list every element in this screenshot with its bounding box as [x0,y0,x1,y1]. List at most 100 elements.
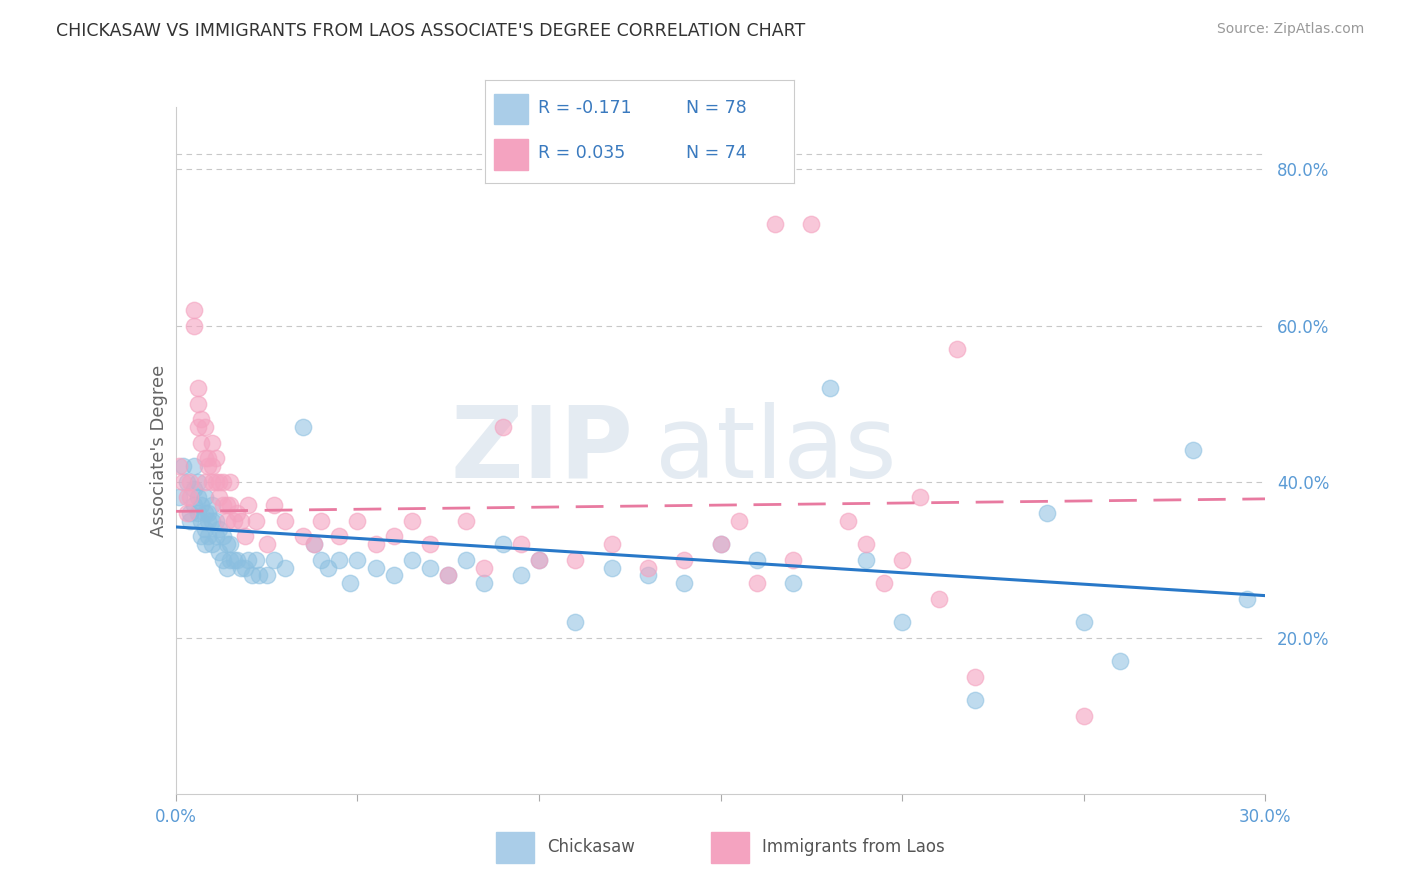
Text: Immigrants from Laos: Immigrants from Laos [762,838,945,856]
Point [176,506,198,520]
Point [240,568,263,582]
Point [194,537,217,551]
Point [855,552,877,567]
Text: Chickasaw: Chickasaw [547,838,636,856]
Point [186,475,209,489]
Point [564,552,586,567]
Point [212,475,235,489]
Point [208,490,231,504]
Point [233,529,256,543]
Point [226,506,249,520]
Point [673,552,696,567]
Point [782,552,804,567]
Point [763,217,786,231]
Point [212,529,235,543]
Point [782,576,804,591]
Point [219,552,242,567]
Point [263,552,285,567]
Text: Source: ZipAtlas.com: Source: ZipAtlas.com [1216,22,1364,37]
Point [745,576,768,591]
Point [727,514,749,528]
Point [212,498,235,512]
Point [382,568,405,582]
Point [1109,654,1132,668]
Point [190,498,212,512]
Point [215,560,238,574]
Point [194,490,217,504]
Point [190,529,212,543]
Point [201,498,224,512]
Point [1181,443,1204,458]
FancyBboxPatch shape [495,94,529,124]
Point [186,490,209,504]
Point [204,475,226,489]
Point [226,552,249,567]
Point [186,420,209,434]
Point [201,537,224,551]
Point [194,451,217,466]
Point [201,458,224,473]
Point [837,514,859,528]
Point [204,451,226,466]
Point [509,537,531,551]
Point [197,506,219,520]
Point [873,576,896,591]
Text: R = -0.171: R = -0.171 [537,99,631,117]
Point [891,552,914,567]
Point [222,514,245,528]
Point [222,552,245,567]
Text: N = 78: N = 78 [686,99,747,117]
Point [201,475,224,489]
FancyBboxPatch shape [495,139,529,169]
Point [183,302,205,317]
Point [256,568,278,582]
Point [231,514,253,528]
Point [176,490,198,504]
Point [208,545,231,559]
Point [637,568,659,582]
Point [183,458,205,473]
Point [364,537,387,551]
Point [600,560,623,574]
Point [302,537,325,551]
Point [328,529,350,543]
Point [197,514,219,528]
Point [183,318,205,333]
Point [800,217,823,231]
Point [238,498,260,512]
Point [1036,506,1059,520]
Text: R = 0.035: R = 0.035 [537,145,624,162]
Text: CHICKASAW VS IMMIGRANTS FROM LAOS ASSOCIATE'S DEGREE CORRELATION CHART: CHICKASAW VS IMMIGRANTS FROM LAOS ASSOCI… [56,22,806,40]
Point [346,552,368,567]
Point [190,435,212,450]
Point [169,458,191,473]
Point [190,514,212,528]
FancyBboxPatch shape [496,831,534,863]
Point [1236,591,1258,606]
Point [891,615,914,630]
Point [179,490,201,504]
Point [291,529,314,543]
FancyBboxPatch shape [711,831,749,863]
Point [215,537,238,551]
Point [233,560,256,574]
Point [176,475,198,489]
Point [527,552,550,567]
Point [197,451,219,466]
Point [204,529,226,543]
Point [945,342,967,356]
Point [247,568,270,582]
Point [474,576,496,591]
Point [194,506,217,520]
Point [256,537,278,551]
Point [291,420,314,434]
Point [179,475,201,489]
Point [190,412,212,426]
Point [419,560,441,574]
Point [600,537,623,551]
Point [1073,708,1095,723]
Point [263,498,285,512]
Text: ZIP: ZIP [450,402,633,499]
Point [208,475,231,489]
Point [201,514,224,528]
